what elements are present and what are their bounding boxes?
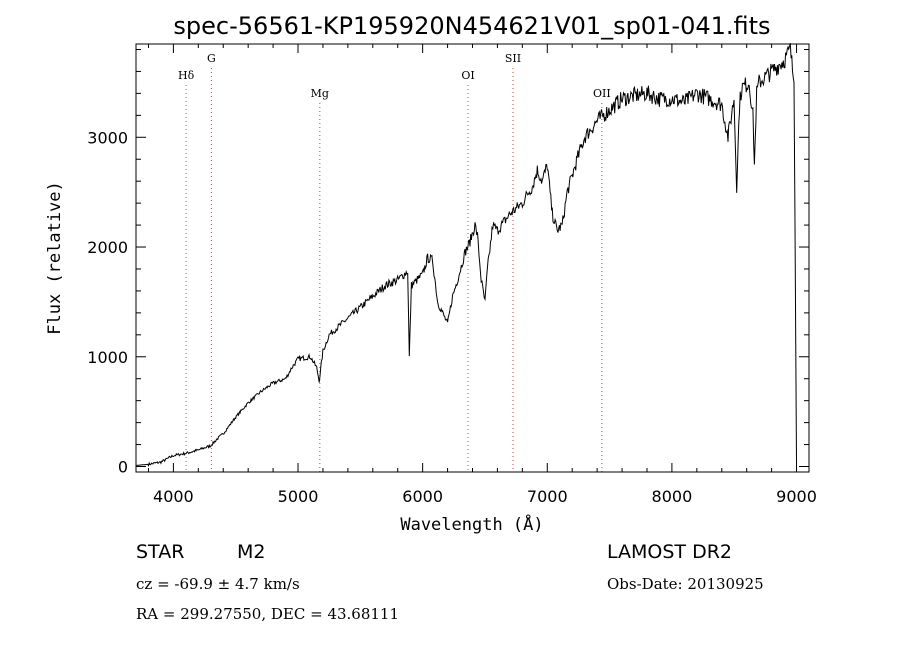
x-tick-label: 4000	[153, 487, 194, 506]
y-tick-label: 0	[118, 458, 128, 477]
x-axis: 4000 5000 6000 7000 8000 9000	[147, 44, 817, 506]
line-marker-label: OI	[461, 69, 474, 82]
line-marker-label: OII	[593, 87, 611, 100]
obs-date: Obs-Date: 20130925	[607, 575, 764, 593]
spectrum-line	[136, 43, 797, 467]
line-markers: Hδ G Mg OI SII OII	[178, 52, 611, 472]
y-tick-label: 3000	[87, 128, 128, 147]
plot-frame	[135, 43, 810, 473]
x-tick-label: 6000	[402, 487, 443, 506]
line-marker-label: Hδ	[178, 69, 195, 82]
x-axis-label: Wavelength (Å)	[400, 513, 543, 535]
object-class: STAR	[136, 541, 185, 563]
survey-name: LAMOST DR2	[607, 541, 732, 563]
redshift-cz: cz = -69.9 ± 4.7 km/s	[136, 575, 300, 593]
line-marker-label: G	[207, 52, 216, 65]
x-tick-label: 7000	[527, 487, 568, 506]
ra-dec: RA = 299.27550, DEC = 43.68111	[136, 605, 400, 623]
x-tick-label: 5000	[278, 487, 319, 506]
y-axis: 0 1000 2000 3000	[87, 48, 809, 477]
line-marker-label: Mg	[311, 87, 329, 100]
y-axis-label: Flux (relative)	[45, 181, 65, 335]
y-tick-label: 2000	[87, 238, 128, 257]
y-tick-label: 1000	[87, 348, 128, 367]
line-marker-label: SII	[505, 52, 521, 65]
x-tick-label: 9000	[776, 487, 817, 506]
x-tick-label: 8000	[652, 487, 693, 506]
object-subclass: M2	[237, 541, 266, 563]
chart-title: spec-56561-KP195920N454621V01_sp01-041.f…	[173, 12, 770, 40]
